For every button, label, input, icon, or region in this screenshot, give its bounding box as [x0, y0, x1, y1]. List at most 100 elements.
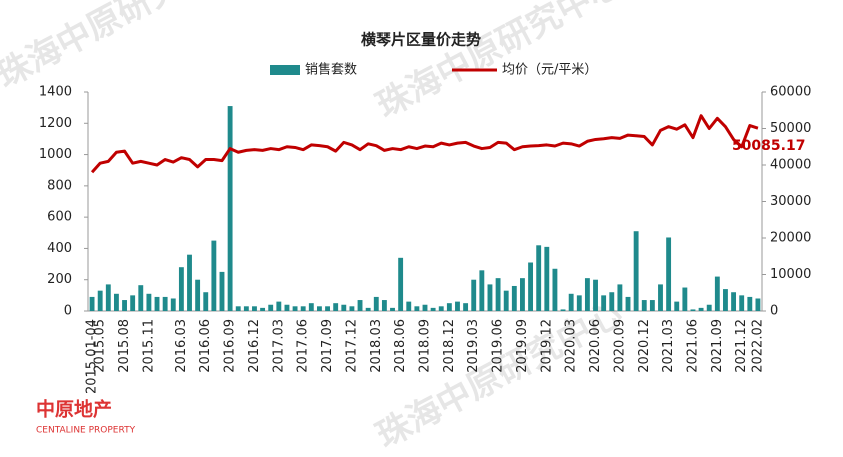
bar: [739, 295, 745, 311]
x-tick-label: 2019.06: [491, 319, 506, 373]
bar: [422, 304, 428, 311]
bar: [268, 304, 274, 311]
bar: [284, 304, 290, 311]
x-tick-label: 2020.06: [588, 319, 603, 373]
bar: [690, 309, 696, 311]
x-tick-label: 2019.09: [515, 319, 530, 373]
bar: [260, 307, 266, 311]
bar: [243, 306, 249, 311]
x-tick-label: 2018.03: [369, 319, 384, 373]
x-tick-label: 2019.03: [466, 319, 481, 373]
bar: [698, 307, 704, 311]
bar: [130, 295, 136, 311]
bar: [487, 284, 493, 311]
bar: [511, 285, 517, 311]
bar: [211, 240, 217, 311]
bar: [357, 300, 363, 311]
bar: [414, 306, 420, 311]
bar: [755, 298, 761, 311]
y-tick-label: 0: [64, 304, 72, 319]
x-tick-label: 2015.08: [117, 319, 132, 373]
bar: [495, 278, 501, 311]
bar: [292, 306, 298, 311]
logo: 中原地产: [36, 398, 112, 421]
bar: [455, 301, 460, 311]
bar: [349, 306, 355, 311]
bar: [138, 285, 144, 311]
y-tick-label: 1200: [39, 116, 72, 131]
bar: [333, 303, 339, 311]
legend-label: 销售套数: [305, 62, 357, 78]
bar: [276, 301, 282, 311]
x-tick-label: 2018.12: [442, 319, 457, 373]
data-label: 50085.17: [732, 138, 806, 154]
x-tick-label: 2017.12: [344, 319, 359, 373]
x-tick-label: 2017.03: [271, 319, 286, 373]
bar: [576, 295, 582, 311]
x-tick-label: 2021.12: [734, 319, 749, 373]
x-tick-label: 2019.12: [539, 319, 554, 373]
bar: [536, 245, 542, 311]
x-tick-label: 2020.03: [564, 319, 579, 373]
bar: [341, 304, 347, 311]
bar: [658, 284, 663, 311]
bar: [682, 287, 688, 311]
x-tick-label: 2016.06: [198, 319, 213, 373]
bar: [568, 293, 574, 311]
bar: [390, 307, 395, 311]
legend-swatch: [270, 65, 300, 75]
bar: [300, 306, 306, 311]
bar: [325, 306, 330, 311]
bar: [235, 306, 241, 311]
bar: [365, 307, 371, 311]
x-tick-label: 2018.09: [418, 319, 433, 373]
bar: [463, 303, 469, 311]
x-tick-label: 2015.01-04: [85, 319, 100, 394]
bar: [227, 106, 233, 311]
x-tick-label: 2018.06: [393, 319, 408, 373]
bar: [406, 301, 412, 311]
y-tick-label: 600: [47, 210, 72, 225]
bar: [122, 300, 127, 311]
bar: [544, 246, 550, 311]
bar: [178, 267, 184, 311]
bar: [438, 306, 444, 311]
bar: [503, 290, 509, 311]
bar: [146, 293, 152, 311]
bar: [560, 309, 566, 311]
bar: [430, 307, 436, 311]
bar: [398, 257, 404, 311]
bar: [252, 306, 257, 311]
x-tick-label: 2021.03: [661, 319, 676, 373]
bar: [593, 279, 598, 311]
bar: [187, 254, 192, 311]
bar: [625, 296, 631, 311]
bar: [316, 306, 322, 311]
bar: [479, 270, 485, 311]
y2-tick-label: 10000: [770, 267, 811, 282]
x-tick-label: 2017.06: [296, 319, 311, 373]
x-tick-label: 2020.09: [612, 319, 627, 373]
y2-tick-label: 50000: [770, 121, 811, 136]
bar: [89, 296, 95, 311]
y-tick-label: 1000: [39, 147, 72, 162]
x-tick-label: 2022.02: [750, 319, 765, 373]
y2-tick-label: 60000: [770, 85, 811, 100]
x-tick-label: 2021.09: [710, 319, 725, 373]
y2-tick-label: 40000: [770, 158, 811, 173]
x-tick-label: 2016.09: [223, 319, 238, 373]
x-tick-label: 2015.11: [141, 319, 156, 373]
bar: [706, 304, 712, 311]
bar: [552, 268, 558, 311]
bar: [373, 296, 379, 311]
x-tick-label: 2015.05: [93, 319, 108, 373]
y2-tick-label: 30000: [770, 194, 811, 209]
logo-en: CENTALINE PROPERTY: [36, 426, 136, 436]
bar: [747, 296, 753, 311]
bar: [162, 296, 168, 311]
bar: [170, 298, 176, 311]
y-tick-label: 800: [47, 178, 72, 193]
x-tick-label: 2020.12: [637, 319, 652, 373]
chart-title: 横琴片区量价走势: [361, 31, 481, 49]
